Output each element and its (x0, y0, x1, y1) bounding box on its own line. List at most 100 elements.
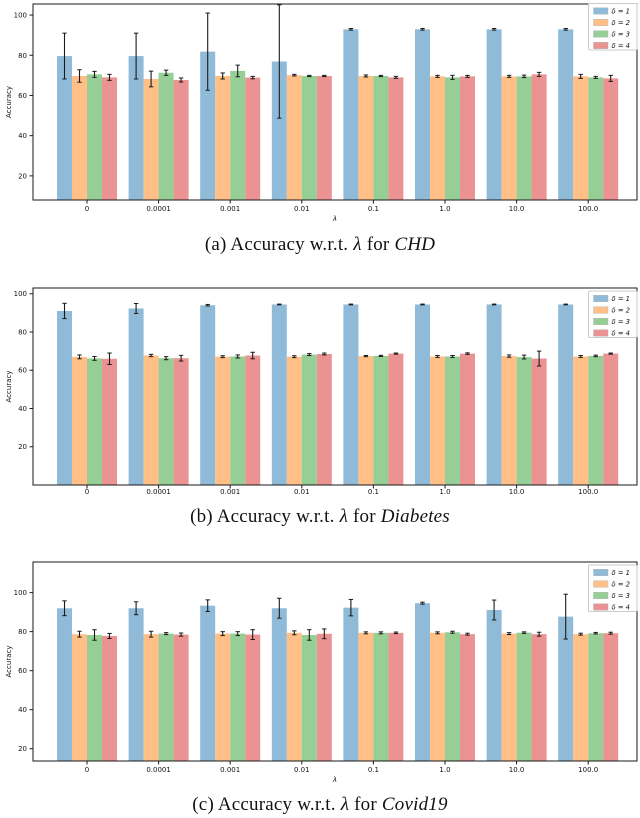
y-tick-label: 40 (18, 706, 27, 714)
bar-series2-group2 (143, 78, 159, 200)
bar-series3-group1 (87, 358, 102, 485)
caption-c-text: (c) Accuracy w.r.t. (192, 794, 336, 815)
bar-series1-group7 (486, 304, 502, 485)
bar-series4-group2 (173, 79, 189, 200)
bar-series2-group2 (143, 355, 159, 485)
y-tick-label: 80 (18, 628, 27, 636)
bar-series3-group2 (158, 633, 174, 761)
bar-series1-group3 (200, 605, 216, 761)
chart-b-canvas: 20 40 60 80 100 0 0.0001 0.001 0.01 0.1 1.0 10.0 100… (5, 287, 638, 496)
bar-series4-group3 (245, 634, 261, 761)
caption-c-dataset: Covid19 (381, 794, 448, 815)
bar-series3-group7 (516, 357, 532, 485)
y-tick-label: 100 (14, 290, 27, 298)
bar-series4-group5 (388, 632, 404, 761)
bar-series3-group6 (445, 77, 460, 200)
figure-caption-b: (b) Accuracy w.r.t. λ for Diabetes (0, 506, 640, 528)
legend-label: δ = 2 (612, 581, 631, 589)
bar-series3-group6 (445, 632, 460, 761)
x-tick-label: 0.001 (220, 488, 240, 496)
caption-b-lambda: λ (339, 506, 348, 527)
legend-label: δ = 3 (612, 592, 631, 600)
x-tick-label: 0.01 (294, 205, 310, 213)
bar-series4-group6 (460, 634, 475, 761)
bar-series1-group2 (128, 308, 144, 485)
x-tick-label: 0 (85, 205, 89, 213)
bar-series2-group8 (573, 634, 589, 761)
legend-box (588, 3, 638, 51)
bar-series3-group4 (301, 634, 317, 761)
x-tick-label: 10.0 (509, 205, 525, 213)
legend: δ = 1 δ = 2 δ = 3 δ = 4 (588, 564, 638, 612)
y-tick-label: 100 (14, 12, 27, 20)
bar-series4-group3 (245, 355, 261, 485)
bar-series4-group1 (102, 635, 117, 761)
y-tick-label: 40 (18, 405, 27, 413)
bar-series3-group3 (230, 633, 246, 761)
y-tick-label: 20 (18, 443, 27, 451)
bar-series2-group4 (286, 356, 302, 485)
bar-series2-group6 (430, 76, 445, 200)
bar-series4-group5 (388, 353, 404, 485)
bar-series1-group1 (57, 56, 72, 200)
bar-series1-group1 (57, 608, 72, 761)
legend-swatch (593, 306, 609, 314)
y-tick-label: 60 (18, 367, 27, 375)
bar-series2-group8 (573, 356, 589, 485)
y-tick-label: 20 (18, 172, 27, 180)
bar-series3-group8 (588, 355, 604, 485)
x-tick-label: 0 (85, 766, 89, 774)
legend-swatch (593, 329, 609, 337)
bar-series3-group2 (158, 72, 174, 200)
caption-a-mid: for (366, 234, 390, 255)
bar-series3-group7 (516, 632, 532, 761)
caption-a-lambda: λ (353, 234, 362, 255)
legend-swatch (593, 7, 609, 15)
bar-series4-group5 (388, 77, 404, 200)
y-tick-label: 60 (18, 667, 27, 675)
bar-series2-group6 (430, 632, 445, 761)
legend-label: δ = 1 (612, 569, 631, 577)
bar-series3-group1 (87, 634, 102, 761)
x-tick-label: 0.001 (220, 205, 240, 213)
caption-a-text: (a) Accuracy w.r.t. (204, 234, 349, 255)
bar-series3-group4 (301, 354, 317, 485)
legend: δ = 1 δ = 2 δ = 3 δ = 4 (588, 290, 638, 338)
y-axis-label: Accuracy (5, 646, 13, 678)
caption-c-lambda: λ (340, 794, 350, 815)
bar-series2-group3 (215, 356, 231, 485)
y-tick-label: 100 (14, 589, 27, 597)
bar-series2-group1 (72, 75, 87, 200)
bar-series1-group4 (271, 304, 287, 485)
y-tick-label: 80 (18, 52, 27, 60)
x-tick-label: 0.01 (294, 766, 310, 774)
plot-border (32, 287, 638, 486)
y-axis-label: Accuracy (5, 86, 13, 118)
legend-label: δ = 4 (612, 42, 631, 50)
bar-series2-group4 (286, 632, 302, 761)
caption-a-dataset: CHD (394, 234, 436, 255)
bar-series2-group8 (573, 76, 589, 200)
bar-series1-group6 (415, 304, 430, 485)
bar-series3-group5 (373, 75, 389, 200)
legend-swatch (593, 569, 609, 576)
figure-caption-a: (a) Accuracy w.r.t. λ for CHD (0, 234, 640, 256)
bar-series1-group2 (128, 608, 144, 761)
bar-series1-group6 (415, 603, 430, 761)
x-tick-label: 100.0 (578, 205, 598, 213)
bar-series1-group7 (486, 29, 502, 201)
x-tick-label: 100.0 (578, 488, 598, 496)
legend-box (588, 564, 638, 612)
bar-series4-group8 (603, 353, 619, 485)
bar-series4-group1 (102, 358, 117, 485)
bar-series4-group6 (460, 353, 475, 485)
legend-swatch (593, 19, 609, 26)
bar-series4-group8 (603, 78, 619, 200)
legend-label: δ = 4 (612, 604, 631, 612)
bar-series2-group3 (215, 75, 231, 200)
bar-series3-group5 (373, 632, 389, 761)
x-tick-label: 1.0 (439, 205, 450, 213)
legend-label: δ = 3 (612, 318, 631, 326)
bar-series4-group3 (245, 77, 261, 200)
legend-label: δ = 2 (612, 307, 631, 315)
